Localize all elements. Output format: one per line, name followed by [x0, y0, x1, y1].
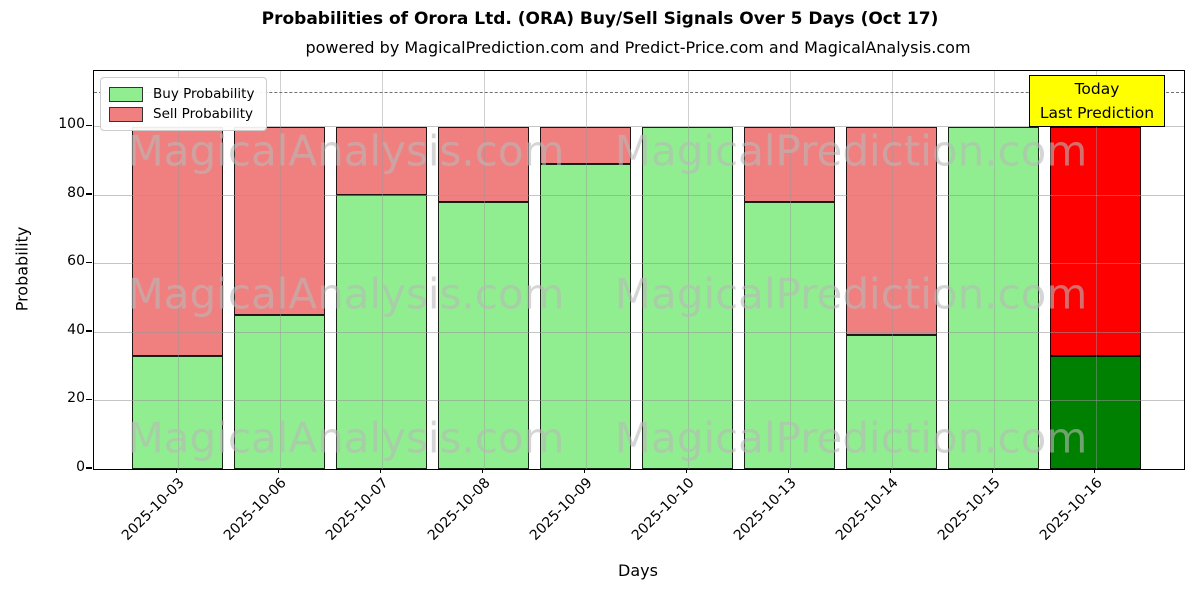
- today-annotation-box: Today Last Prediction: [1029, 75, 1165, 127]
- legend: Buy Probability Sell Probability: [100, 77, 268, 131]
- x-tick-mark: [379, 468, 382, 473]
- bar-sell-segment: [234, 126, 325, 315]
- x-tick-mark: [481, 468, 484, 473]
- bar-buy-segment: [642, 126, 733, 469]
- h-gridline: [94, 400, 1184, 401]
- y-tick-label: 20: [67, 390, 85, 407]
- threshold-dashed-line: [94, 92, 1184, 94]
- bar-buy-segment: [234, 314, 325, 469]
- h-gridline: [94, 263, 1184, 264]
- bar-buy-segment: [132, 355, 223, 469]
- bar-buy-segment: [438, 201, 529, 469]
- v-gridline: [177, 71, 179, 469]
- y-axis-label: Probability: [12, 226, 32, 312]
- annotation-line-2: Last Prediction: [1039, 104, 1155, 122]
- x-tick-label: 2025-10-16: [1036, 475, 1106, 544]
- x-tick-mark: [889, 468, 892, 473]
- bar-buy-segment: [540, 164, 631, 469]
- v-gridline: [585, 71, 587, 469]
- x-tick-mark: [583, 468, 586, 473]
- bar-buy-segment: [744, 201, 835, 469]
- x-axis-label: Days: [618, 561, 658, 580]
- y-tick-mark: [86, 261, 92, 264]
- x-tick-mark: [991, 468, 994, 473]
- chart-subtitle: powered by MagicalPrediction.com and Pre…: [305, 38, 971, 57]
- v-gridline: [687, 71, 689, 469]
- y-tick-label: 60: [67, 253, 85, 270]
- legend-item-buy: Buy Probability: [109, 84, 254, 104]
- y-tick-label: 100: [58, 116, 85, 133]
- x-tick-mark: [787, 468, 790, 473]
- x-tick-label: 2025-10-13: [730, 475, 800, 544]
- annotation-line-1: Today: [1074, 80, 1120, 98]
- plot-area: Buy Probability Sell Probability Today L…: [93, 70, 1185, 470]
- bar-sell-segment: [1050, 126, 1141, 356]
- x-tick-label: 2025-10-08: [424, 475, 494, 544]
- v-gridline: [483, 71, 485, 469]
- x-tick-mark: [277, 468, 280, 473]
- y-tick-mark: [86, 398, 92, 401]
- v-gridline: [279, 71, 281, 469]
- y-tick-mark: [86, 467, 92, 469]
- sell-swatch: [109, 106, 143, 122]
- legend-label-buy: Buy Probability: [153, 86, 255, 102]
- x-tick-label: 2025-10-14: [832, 475, 902, 544]
- x-tick-mark: [1093, 468, 1096, 473]
- legend-label-sell: Sell Probability: [153, 106, 254, 122]
- x-tick-mark: [175, 468, 178, 473]
- v-gridline: [993, 71, 995, 469]
- x-tick-label: 2025-10-15: [934, 475, 1004, 544]
- y-tick-mark: [86, 124, 92, 127]
- y-tick-label: 40: [67, 321, 85, 338]
- v-gridline: [1095, 71, 1097, 469]
- x-tick-label: 2025-10-03: [118, 475, 188, 544]
- x-tick-label: 2025-10-10: [628, 475, 698, 544]
- bar-buy-segment: [1050, 355, 1141, 469]
- v-gridline: [381, 71, 383, 469]
- h-gridline: [94, 126, 1184, 127]
- x-tick-mark: [685, 468, 688, 473]
- x-tick-label: 2025-10-06: [220, 475, 290, 544]
- y-tick-mark: [86, 330, 92, 332]
- buy-swatch: [109, 86, 143, 102]
- bar-sell-segment: [336, 126, 427, 195]
- bar-sell-segment: [846, 126, 937, 336]
- v-gridline: [891, 71, 893, 469]
- x-tick-label: 2025-10-07: [322, 475, 392, 544]
- chart-title: Probabilities of Orora Ltd. (ORA) Buy/Se…: [261, 9, 939, 29]
- bar-sell-segment: [132, 126, 223, 356]
- h-gridline: [94, 194, 1184, 196]
- bar-buy-segment: [948, 126, 1039, 469]
- h-gridline: [94, 331, 1184, 333]
- v-gridline: [789, 71, 791, 469]
- legend-item-sell: Sell Probability: [109, 104, 254, 124]
- y-tick-label: 80: [67, 184, 85, 201]
- bar-buy-segment: [846, 335, 937, 469]
- bar-sell-segment: [438, 126, 529, 202]
- bar-sell-segment: [744, 126, 835, 202]
- x-tick-label: 2025-10-09: [526, 475, 596, 544]
- y-tick-mark: [86, 193, 92, 195]
- y-tick-label: 0: [76, 459, 85, 475]
